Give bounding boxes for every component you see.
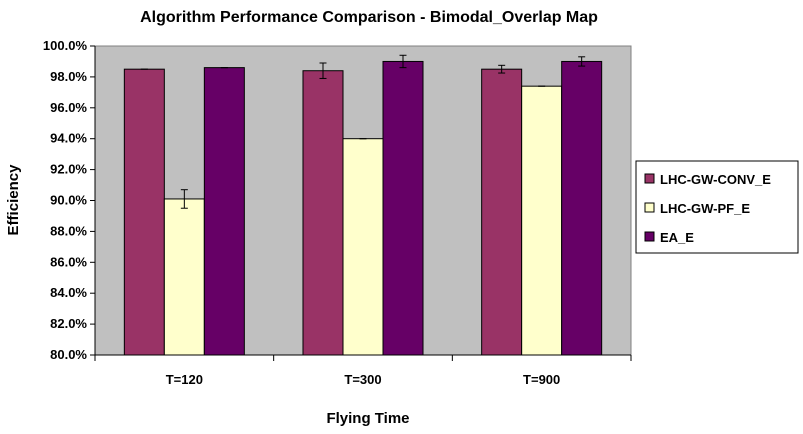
y-tick-label: 92.0% [50, 162, 87, 177]
y-tick-label: 82.0% [50, 316, 87, 331]
x-axis-label: Flying Time [326, 410, 409, 427]
y-axis-label: Efficiency [5, 164, 22, 236]
y-tick-label: 94.0% [50, 131, 87, 146]
chart-title: Algorithm Performance Comparison - Bimod… [140, 9, 598, 26]
y-tick-label: 88.0% [50, 223, 87, 238]
bar [382, 60, 424, 356]
y-tick-label: 90.0% [50, 193, 87, 208]
bar [302, 70, 344, 356]
y-tick-label: 86.0% [50, 254, 87, 269]
legend-swatch [644, 231, 655, 242]
y-tick-label: 80.0% [50, 347, 87, 362]
x-tick-label: T=900 [523, 372, 560, 387]
x-tick-label: T=300 [344, 372, 381, 387]
bar [561, 60, 603, 356]
y-tick-label: 84.0% [50, 285, 87, 300]
legend-items: LHC-GW-CONV_E LHC-GW-PF_E EA_E [644, 172, 771, 245]
bar [123, 68, 165, 356]
legend-label: EA_E [660, 230, 694, 245]
x-axis: T=120 T=300 T=900 [94, 354, 632, 387]
y-tick-label: 98.0% [50, 69, 87, 84]
bar [342, 138, 384, 356]
legend-label: LHC-GW-CONV_E [660, 172, 771, 187]
y-tick-label: 100.0% [43, 38, 88, 53]
bar [203, 67, 245, 356]
bar [521, 85, 563, 356]
bar [481, 68, 523, 356]
bar [163, 198, 205, 356]
legend-swatch [644, 173, 655, 184]
legend [635, 160, 799, 254]
bars [123, 54, 603, 356]
y-axis: 80.0% 82.0% 84.0% 86.0% 88.0% 90.0% 92.0% 94.0%… [43, 38, 96, 362]
legend-swatch [644, 202, 655, 213]
legend-label: LHC-GW-PF_E [660, 201, 750, 216]
y-tick-label: 96.0% [50, 100, 87, 115]
x-tick-label: T=120 [166, 372, 203, 387]
